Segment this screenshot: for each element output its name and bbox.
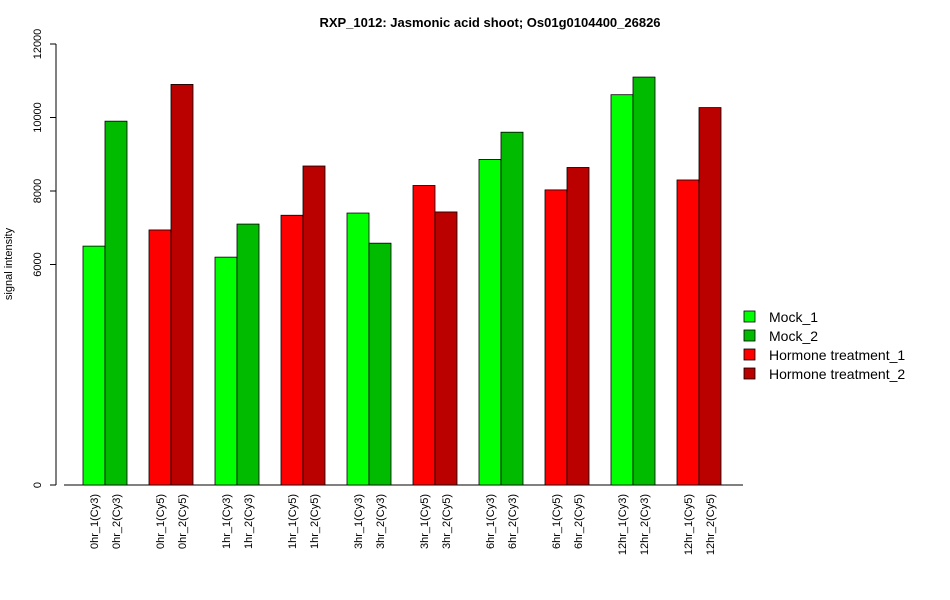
- bar: [566, 167, 590, 486]
- bar: [236, 223, 260, 486]
- chart-title: RXP_1012: Jasmonic acid shoot; Os01g0104…: [319, 15, 660, 30]
- bar: [170, 84, 194, 486]
- legend-swatch: [743, 310, 756, 323]
- x-tick-label: 12hr_2(Cy5): [705, 494, 717, 555]
- bar: [544, 189, 568, 486]
- x-tick-label: 6hr_2(Cy3): [507, 494, 519, 549]
- bar: [104, 120, 128, 486]
- legend-label: Mock_1: [769, 309, 818, 325]
- bar: [368, 242, 392, 486]
- y-axis-label: signal intensity: [3, 227, 15, 300]
- x-tick-label: 1hr_2(Cy5): [309, 494, 321, 549]
- x-tick-label: 12hr_2(Cy3): [639, 494, 651, 555]
- y-tick-label: 8000: [32, 179, 44, 203]
- bar: [82, 245, 106, 486]
- bar: [698, 107, 722, 486]
- y-tick-label: 12000: [32, 29, 44, 60]
- x-tick-label: 0hr_1(Cy3): [89, 494, 101, 549]
- legend-label: Mock_2: [769, 328, 818, 344]
- bar: [632, 76, 656, 486]
- x-tick-label: 3hr_2(Cy5): [441, 494, 453, 549]
- bar-labels: 0hr_1(Cy3) 0hr_2(Cy3) 0hr_1(Cy5) 0hr_2(Cy5)…: [89, 494, 717, 555]
- bar: [676, 179, 700, 486]
- bar: [478, 158, 502, 486]
- bars: [82, 76, 722, 486]
- bar: [214, 256, 238, 486]
- x-tick-label: 0hr_1(Cy5): [155, 494, 167, 549]
- bar: [148, 229, 172, 486]
- x-tick-label: 1hr_2(Cy3): [243, 494, 255, 549]
- y-tick-label: 0: [32, 482, 44, 488]
- x-tick-label: 1hr_1(Cy5): [287, 494, 299, 549]
- bar: [302, 165, 326, 486]
- x-tick-label: 6hr_2(Cy5): [573, 494, 585, 549]
- legend-swatch: [743, 329, 756, 342]
- x-tick-label: 0hr_2(Cy5): [177, 494, 189, 549]
- legend: Mock_1 Mock_2 Hormone treatment_1 Hormone t…: [743, 309, 905, 382]
- y-tick-label: 6000: [32, 252, 44, 276]
- y-axis: 0 6000 8000 10000 12000: [32, 29, 57, 488]
- legend-label: Hormone treatment_1: [769, 347, 905, 363]
- bar: [500, 131, 524, 486]
- y-tick-label: 10000: [32, 102, 44, 133]
- legend-swatch: [743, 348, 756, 361]
- legend-swatch: [743, 367, 756, 380]
- legend-label: Hormone treatment_2: [769, 366, 905, 382]
- x-tick-label: 12hr_1(Cy3): [617, 494, 629, 555]
- x-tick-label: 6hr_1(Cy5): [551, 494, 563, 549]
- bar: [610, 94, 634, 486]
- x-tick-label: 12hr_1(Cy5): [683, 494, 695, 555]
- x-tick-label: 0hr_2(Cy3): [111, 494, 123, 549]
- bar: [280, 214, 304, 486]
- bar: [346, 212, 370, 486]
- x-tick-label: 1hr_1(Cy3): [221, 494, 233, 549]
- x-tick-label: 3hr_2(Cy3): [375, 494, 387, 549]
- bar: [434, 211, 458, 486]
- bar: [412, 185, 436, 486]
- x-tick-label: 3hr_1(Cy5): [419, 494, 431, 549]
- x-tick-label: 6hr_1(Cy3): [485, 494, 497, 549]
- x-tick-label: 3hr_1(Cy3): [353, 494, 365, 549]
